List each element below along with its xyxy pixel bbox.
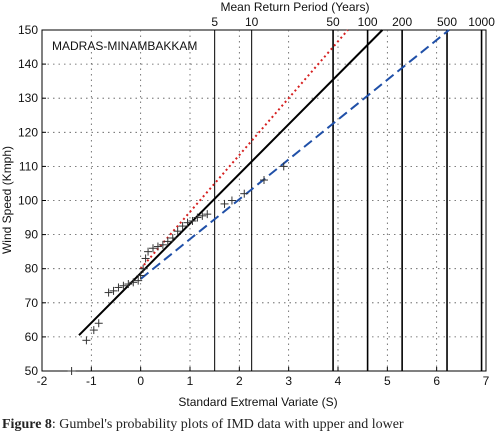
x-tick-label: 5 — [384, 374, 391, 388]
observed-points — [67, 162, 288, 375]
return-period-label: 1000 — [468, 15, 495, 29]
data-point-plus — [168, 234, 177, 243]
return-period-label: 100 — [358, 15, 378, 29]
data-point-plus — [173, 227, 182, 236]
y-tick-label: 130 — [18, 91, 38, 105]
return-period-tick-labels: 5 10 50 100 200 500 1000 — [211, 15, 495, 29]
x-tick-label: -2 — [37, 374, 48, 388]
data-point-plus — [158, 240, 167, 249]
return-period-label: 50 — [326, 15, 340, 29]
data-point-plus — [227, 196, 236, 205]
x-axis-title: Standard Extremal Variate (S) — [178, 395, 337, 409]
chart-title: MADRAS-MINAMBAKKAM — [52, 39, 197, 53]
y-tick-label: 50 — [25, 364, 39, 378]
return-period-label: 200 — [392, 15, 412, 29]
return-period-lines — [214, 30, 483, 371]
data-point-plus — [144, 247, 153, 256]
y-tick-label: 70 — [25, 296, 39, 310]
data-point-plus — [260, 176, 268, 185]
data-point-plus — [188, 216, 197, 225]
y-tick-label: 120 — [18, 125, 38, 139]
data-point-plus — [153, 242, 162, 251]
y-axis-title: Wind Speed (Kmph) — [0, 146, 14, 254]
top-axis-title: Mean Return Period (Years) — [221, 0, 370, 14]
y-tick-label: 80 — [25, 262, 39, 276]
data-point-plus — [119, 281, 128, 290]
y-tick-label: 110 — [19, 159, 38, 173]
y-tick-label: 150 — [18, 23, 38, 37]
x-tick-label: 6 — [433, 374, 440, 388]
data-point-plus — [94, 319, 103, 328]
x-tick-label: 3 — [285, 374, 292, 388]
figure-caption-text: : Gumbel's probability plots of IMD data… — [52, 417, 404, 431]
data-point-plus — [89, 326, 98, 335]
data-point-plus — [193, 213, 202, 222]
data-point-plus — [203, 210, 212, 219]
data-point-plus — [178, 222, 187, 231]
return-period-label: 5 — [211, 15, 218, 29]
data-point-plus — [198, 211, 207, 220]
y-tick-label: 90 — [25, 228, 39, 242]
data-point-plus — [149, 244, 157, 253]
data-point-plus — [82, 336, 91, 345]
series-line-dashed — [140, 29, 450, 280]
x-tick-label: 0 — [137, 374, 144, 388]
return-period-label: 10 — [245, 15, 259, 29]
x-tick-label: 1 — [187, 374, 194, 388]
x-tick-label: 4 — [335, 374, 342, 388]
data-point-plus — [134, 276, 143, 285]
data-point-plus — [220, 199, 229, 208]
y-tick-labels: 50 60 70 80 90 100 110 120 130 140 150 — [18, 23, 46, 378]
y-tick-label: 100 — [18, 194, 38, 208]
data-point-plus — [240, 189, 249, 198]
data-point-plus — [129, 278, 138, 287]
x-tick-labels: -2 -1 0 1 2 3 4 5 6 7 — [37, 367, 490, 388]
data-point-plus — [163, 237, 172, 246]
data-point-plus — [141, 254, 150, 263]
data-point-plus — [67, 367, 76, 375]
data-point-plus — [136, 271, 145, 280]
data-point-plus — [109, 286, 118, 295]
y-tick-label: 60 — [25, 330, 39, 344]
figure-caption: Figure 8: Gumbel's probability plots of … — [2, 417, 404, 431]
data-point-plus — [139, 264, 148, 273]
data-point-plus — [104, 288, 113, 297]
x-tick-label: 7 — [483, 374, 490, 388]
data-point-plus — [279, 162, 288, 171]
x-tick-label: 2 — [236, 374, 243, 388]
data-point-plus — [124, 280, 133, 289]
data-point-plus — [114, 283, 123, 292]
y-tick-label: 140 — [18, 57, 38, 71]
return-period-label: 500 — [437, 15, 457, 29]
figure-caption-label: Figure 8 — [2, 417, 52, 431]
x-tick-label: -1 — [86, 374, 97, 388]
data-point-plus — [183, 218, 192, 227]
